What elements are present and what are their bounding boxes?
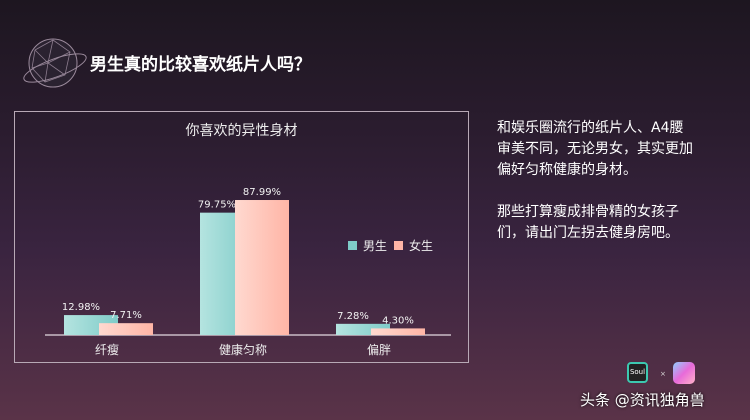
paragraph-2: 那些打算瘦成排骨精的女孩子们，请出门左拐去健身房吧。 xyxy=(497,204,679,241)
data-label: 12.98% xyxy=(62,302,100,313)
data-label: 4.30% xyxy=(382,315,414,326)
bar-female-0 xyxy=(99,323,153,335)
legend-label-female: 女生 xyxy=(409,239,434,253)
data-label: 7.28% xyxy=(337,311,369,322)
page-title: 男生真的比较喜欢纸片人吗？ xyxy=(90,55,311,75)
paragraph-1: 和娱乐圈流行的纸片人、A4腰审美不同，无论男女，其实更加偏好匀称健康的身材。 xyxy=(497,120,693,178)
data-label: 7.71% xyxy=(110,310,142,321)
legend-label-male: 男生 xyxy=(363,239,388,253)
category-label: 偏胖 xyxy=(367,342,391,357)
legend: 男生 女生 xyxy=(348,237,433,254)
category-label: 健康匀称 xyxy=(219,342,267,357)
chart-title: 你喜欢的异性身材 xyxy=(185,123,298,139)
data-label: 79.75% xyxy=(198,200,236,211)
bar-female-1 xyxy=(235,200,289,335)
bar-male-2 xyxy=(336,323,390,335)
data-label: 87.99% xyxy=(243,187,281,198)
watermark: 头条 @资讯独角兽 xyxy=(580,391,705,409)
side-text: 和娱乐圈流行的纸片人、A4腰审美不同，无论男女，其实更加偏好匀称健康的身材。 那… xyxy=(497,118,697,265)
soul-app-logo: Soul xyxy=(627,362,648,383)
globe-logo-icon xyxy=(23,38,87,88)
bar-female-2 xyxy=(371,328,425,335)
legend-swatch-female xyxy=(394,241,404,250)
legend-swatch-male xyxy=(348,241,357,250)
chart-frame: 你喜欢的异性身材 12.98% 7.71% 纤瘦 79.75% 87.99% 健康匀称 7.… xyxy=(14,111,469,363)
category-label: 纤瘦 xyxy=(95,342,119,357)
partner-app-logo xyxy=(673,362,695,384)
cross-mark: × xyxy=(660,370,666,378)
bar-chart: 12.98% 7.71% 纤瘦 79.75% 87.99% 健康匀称 7.28% 4.30% 偏… xyxy=(45,187,451,357)
